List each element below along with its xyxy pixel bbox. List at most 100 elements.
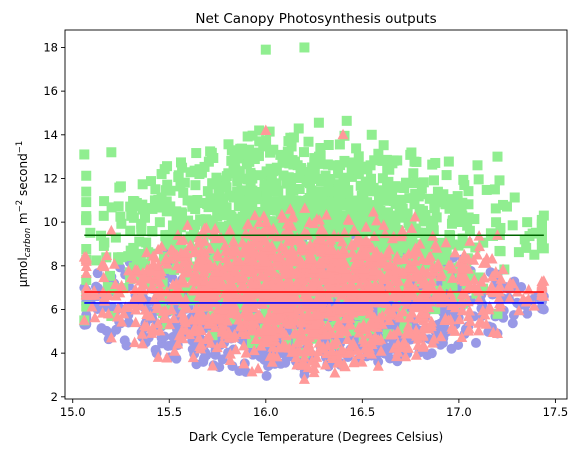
scatter-point-triangle: [425, 320, 437, 332]
scatter-point-triangle: [393, 274, 405, 286]
scatter-point-triangle: [154, 282, 166, 294]
scatter-point-triangle: [189, 246, 201, 258]
scatter-point-triangle: [141, 246, 153, 258]
scatter-point-triangle: [350, 272, 362, 283]
scatter-point-square: [288, 185, 299, 196]
scatter-point-triangle: [347, 246, 359, 258]
scatter-point-square: [223, 139, 234, 150]
scatter-point-square: [336, 199, 347, 210]
scatter-point-square: [190, 203, 201, 214]
scatter-point-square: [161, 206, 172, 217]
scatter-point-square: [521, 242, 532, 253]
x-tick-label: 17.5: [543, 405, 569, 419]
scatter-point-triangle: [400, 350, 412, 362]
scatter-point-triangle: [122, 301, 134, 313]
scatter-point-square: [387, 210, 398, 221]
scatter-point-square: [379, 192, 390, 203]
scatter-point-triangle: [341, 296, 353, 307]
scatter-point-triangle: [260, 215, 272, 227]
scatter-point-triangle: [264, 324, 276, 336]
scatter-point-triangle: [194, 237, 206, 248]
scatter-point-square: [359, 185, 370, 196]
scatter-point-square: [470, 242, 481, 253]
scatter-point-triangle: [443, 259, 455, 270]
scatter-point-square: [490, 203, 501, 214]
scatter-point-square: [458, 174, 469, 185]
scatter-point-triangle: [418, 339, 430, 351]
scatter-point-circle: [280, 357, 291, 368]
scatter-point-triangle: [378, 292, 390, 303]
scatter-point-square: [433, 251, 444, 262]
scatter-point-square: [81, 244, 92, 255]
scatter-point-square: [356, 202, 367, 213]
scatter-point-triangle: [292, 336, 304, 348]
scatter-point-square: [536, 242, 547, 253]
scatter-point-square: [223, 220, 234, 231]
scatter-point-square: [345, 324, 356, 335]
scatter-point-triangle: [260, 278, 272, 290]
scatter-point-triangle: [429, 238, 441, 250]
scatter-point-square: [440, 254, 451, 265]
scatter-point-square: [277, 157, 288, 168]
scatter-point-triangle: [313, 292, 325, 304]
y-axis-label-mid: second: [16, 153, 30, 200]
scatter-point-triangle: [364, 307, 376, 319]
scatter-point-triangle: [420, 307, 432, 319]
scatter-point-square: [81, 186, 92, 197]
scatter-point-triangle: [295, 241, 307, 253]
scatter-point-triangle: [473, 317, 485, 328]
x-tick-label: 16.0: [253, 405, 279, 419]
scatter-point-triangle: [224, 348, 236, 359]
scatter-point-square: [362, 199, 373, 210]
scatter-point-square: [352, 223, 363, 234]
scatter-point-triangle: [130, 316, 142, 328]
scatter-point-square: [214, 243, 225, 254]
scatter-point-triangle: [254, 240, 266, 251]
scatter-point-square: [462, 220, 473, 231]
scatter-point-square: [292, 173, 303, 184]
scatter-point-square: [406, 147, 417, 158]
scatter-point-triangle: [424, 250, 436, 262]
scatter-point-triangle: [89, 311, 101, 323]
scatter-point-square: [449, 209, 460, 220]
scatter-point-square: [404, 233, 415, 244]
scatter-point-circle: [171, 353, 182, 364]
scatter-point-square: [139, 212, 150, 223]
scatter-point-square: [203, 275, 214, 286]
scatter-point-square: [313, 151, 324, 162]
scatter-point-triangle: [165, 253, 177, 264]
scatter-point-square: [306, 185, 317, 196]
scatter-point-triangle: [303, 216, 315, 227]
scatter-point-square: [123, 251, 134, 262]
scatter-point-square: [368, 240, 379, 251]
scatter-point-triangle: [308, 325, 320, 336]
scatter-point-triangle: [353, 301, 365, 312]
scatter-point-square: [427, 239, 438, 250]
scatter-point-square: [191, 148, 202, 159]
scatter-point-triangle: [230, 343, 242, 355]
scatter-point-square: [207, 330, 218, 341]
scatter-point-triangle: [187, 351, 199, 363]
scatter-point-square: [114, 182, 125, 193]
scatter-point-square: [203, 202, 214, 213]
scatter-point-triangle: [383, 314, 395, 326]
scatter-point-square: [294, 203, 305, 214]
scatter-point-square: [301, 177, 312, 188]
y-tick-label: 12: [43, 171, 58, 185]
scatter-point-square: [235, 225, 246, 236]
scatter-point-square: [507, 220, 518, 231]
scatter-point-square: [175, 222, 186, 233]
scatter-point-triangle: [231, 245, 243, 257]
scatter-point-square: [353, 151, 364, 162]
scatter-point-square: [175, 157, 186, 168]
scatter-point-triangle: [296, 317, 308, 328]
scatter-point-triangle: [283, 235, 295, 247]
x-axis: 15.0 15.5 16.0 16.5 17.0 17.5: [60, 399, 568, 419]
scatter-point-triangle: [125, 271, 137, 283]
scatter-point-square: [139, 258, 150, 269]
scatter-point-triangle: [188, 285, 200, 296]
scatter-point-triangle: [159, 310, 171, 322]
scatter-point-circle: [96, 323, 107, 334]
scatter-point-triangle: [180, 316, 192, 328]
